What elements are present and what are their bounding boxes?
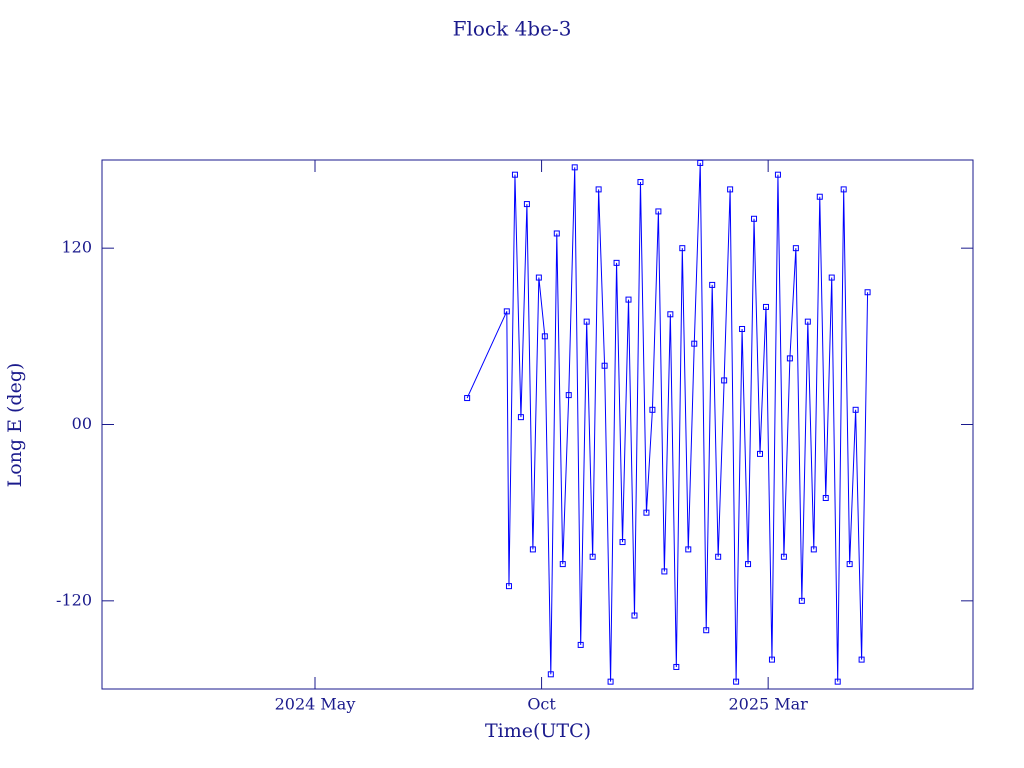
data-point xyxy=(733,678,740,685)
data-point xyxy=(511,171,518,178)
x-tick-label: 2025 Mar xyxy=(728,695,808,714)
data-point xyxy=(541,333,548,340)
data-point xyxy=(852,406,859,413)
data-point xyxy=(523,201,530,208)
data-point xyxy=(816,193,823,200)
data-point xyxy=(721,377,728,384)
data-point xyxy=(697,159,704,166)
data-point xyxy=(601,362,608,369)
data-point xyxy=(762,303,769,310)
data-point xyxy=(792,245,799,252)
y-tick-label: 00 xyxy=(72,414,92,433)
data-point xyxy=(685,546,692,553)
data-point xyxy=(804,318,811,325)
data-point xyxy=(637,179,644,186)
data-point xyxy=(661,568,668,575)
plot-frame xyxy=(101,159,974,690)
data-point xyxy=(505,583,512,590)
data-point xyxy=(768,656,775,663)
data-point xyxy=(553,230,560,237)
data-point xyxy=(565,392,572,399)
data-point xyxy=(595,186,602,193)
data-point xyxy=(846,561,853,568)
data-point xyxy=(757,450,764,457)
data-point xyxy=(571,164,578,171)
data-point xyxy=(679,245,686,252)
data-point xyxy=(780,553,787,560)
data-point xyxy=(673,663,680,670)
data-point xyxy=(810,546,817,553)
data-point xyxy=(547,671,554,678)
series-line xyxy=(466,162,869,682)
data-point xyxy=(798,597,805,604)
y-tick-label: -120 xyxy=(56,590,92,609)
data-point xyxy=(840,186,847,193)
data-point xyxy=(631,612,638,619)
data-point xyxy=(667,311,674,318)
data-point xyxy=(517,414,524,421)
data-point xyxy=(751,215,758,222)
data-point xyxy=(703,627,710,634)
data-point xyxy=(559,561,566,568)
data-point xyxy=(774,171,781,178)
data-point xyxy=(535,274,542,281)
data-point xyxy=(822,494,829,501)
data-point xyxy=(739,325,746,332)
data-point xyxy=(864,289,871,296)
data-point xyxy=(464,395,471,402)
data-point xyxy=(828,274,835,281)
data-point xyxy=(503,308,510,315)
data-point xyxy=(619,539,626,546)
y-axis-label: Long E (deg) xyxy=(4,363,26,488)
data-point xyxy=(858,656,865,663)
data-point xyxy=(834,678,841,685)
x-tick-label: 2024 May xyxy=(275,695,356,714)
chart-title: Flock 4be-3 xyxy=(453,17,572,41)
data-point xyxy=(583,318,590,325)
data-point xyxy=(589,553,596,560)
data-point xyxy=(625,296,632,303)
data-point xyxy=(715,553,722,560)
x-tick-label: Oct xyxy=(527,695,556,714)
data-point xyxy=(649,406,656,413)
data-point xyxy=(529,546,536,553)
x-axis-label: Time(UTC) xyxy=(485,720,591,742)
data-point xyxy=(655,208,662,215)
data-point xyxy=(709,281,716,288)
data-point xyxy=(607,678,614,685)
y-tick-label: 120 xyxy=(61,238,92,257)
data-point xyxy=(613,259,620,266)
data-point xyxy=(643,509,650,516)
data-point xyxy=(745,561,752,568)
data-point xyxy=(577,641,584,648)
data-point xyxy=(691,340,698,347)
data-point xyxy=(727,186,734,193)
data-point xyxy=(786,355,793,362)
